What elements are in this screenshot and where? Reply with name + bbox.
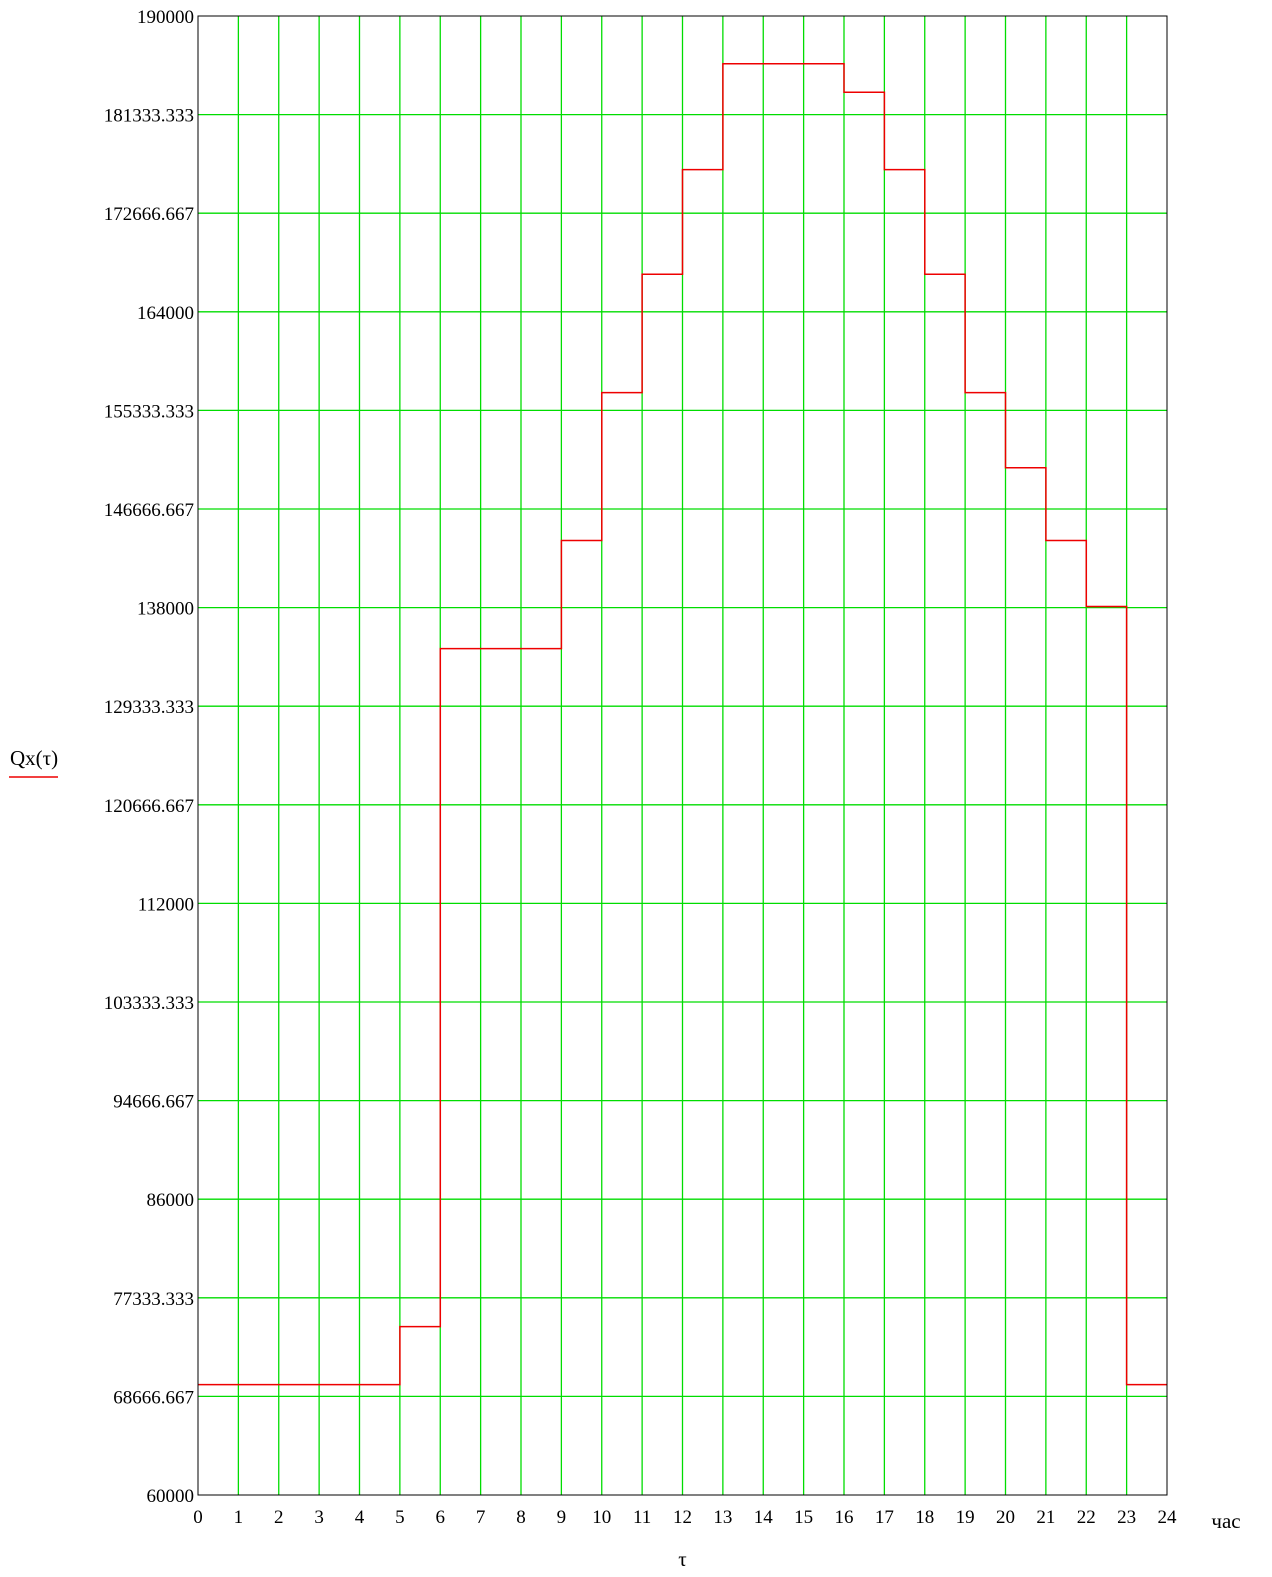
- y-tick-label: 164000: [137, 303, 194, 324]
- plot-frame: [197, 15, 1168, 1496]
- y-tick-label: 77333.333: [113, 1289, 194, 1310]
- x-tick-label: 18: [915, 1507, 934, 1528]
- x-tick-label: 24: [1158, 1507, 1178, 1528]
- x-tick-label: 7: [476, 1507, 486, 1528]
- y-tick-label: 60000: [147, 1486, 195, 1507]
- x-tick-label: 20: [996, 1507, 1015, 1528]
- series-group: [198, 63, 1167, 1386]
- y-tick-labels: 60000 68666.667 77333.333 86000 94666.667 103…: [104, 7, 194, 1507]
- x-tick-label: 4: [355, 1507, 365, 1528]
- y-tick-label: 68666.667: [113, 1387, 194, 1408]
- x-tick-labels: 0 1 2 3 4 5 6 7 8 9 10 11 12 13 14 15 16 17 18 19 20 21 22 23 24: [193, 1507, 1177, 1528]
- x-tick-label: 9: [557, 1507, 567, 1528]
- x-tick-label: 12: [673, 1507, 692, 1528]
- y-tick-label: 94666.667: [113, 1092, 194, 1113]
- y-tick-label: 172666.667: [104, 204, 194, 225]
- x-tick-label: 13: [713, 1507, 732, 1528]
- x-axis-unit: час: [1211, 1509, 1240, 1533]
- x-tick-label: 16: [835, 1507, 854, 1528]
- y-tick-label: 129333.333: [104, 697, 194, 718]
- x-tick-label: 6: [436, 1507, 446, 1528]
- y-tick-label: 112000: [138, 894, 194, 915]
- y-tick-label: 190000: [137, 7, 194, 28]
- x-tick-label: 8: [516, 1507, 526, 1528]
- y-tick-label: 103333.333: [104, 993, 194, 1014]
- y-tick-label: 155333.333: [104, 401, 194, 422]
- x-tick-label: 0: [193, 1507, 203, 1528]
- x-tick-label: 11: [633, 1507, 651, 1528]
- y-tick-label: 181333.333: [104, 106, 194, 127]
- y-tick-label: 86000: [147, 1190, 195, 1211]
- x-tick-label: 19: [956, 1507, 975, 1528]
- x-tick-label: 22: [1077, 1507, 1096, 1528]
- y-tick-label: 120666.667: [104, 796, 194, 817]
- x-tick-label: 3: [314, 1507, 324, 1528]
- x-axis-label: τ: [678, 1547, 686, 1571]
- x-tick-label: 10: [592, 1507, 611, 1528]
- series-line: [198, 63, 1167, 1386]
- y-axis-label: Qx(τ): [10, 746, 58, 770]
- x-tick-label: 14: [754, 1507, 774, 1528]
- x-tick-label: 17: [875, 1507, 894, 1528]
- x-tick-label: 1: [234, 1507, 244, 1528]
- y-tick-label: 138000: [137, 599, 194, 620]
- x-tick-label: 23: [1117, 1507, 1136, 1528]
- x-tick-label: 15: [794, 1507, 813, 1528]
- x-tick-label: 21: [1036, 1507, 1055, 1528]
- y-tick-label: 146666.667: [104, 500, 194, 521]
- x-tick-label: 5: [395, 1507, 405, 1528]
- x-tick-label: 2: [274, 1507, 284, 1528]
